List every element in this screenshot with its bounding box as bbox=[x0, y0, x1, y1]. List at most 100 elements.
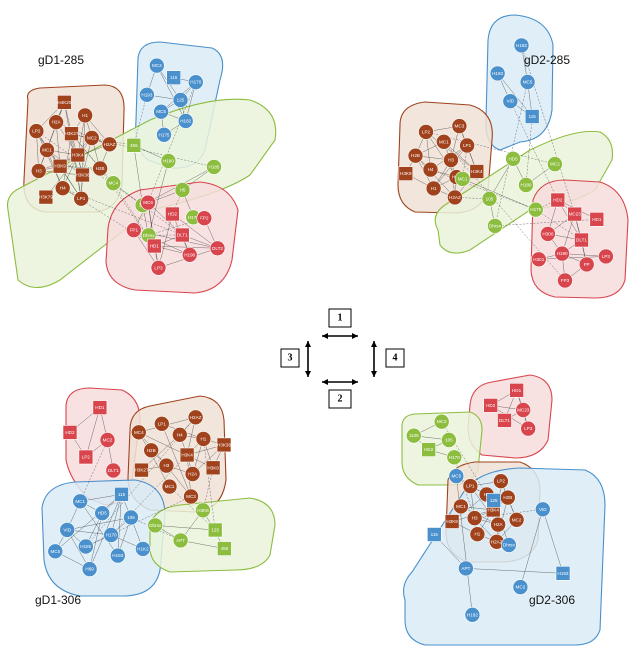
node-square bbox=[444, 514, 460, 529]
node-circle bbox=[435, 134, 452, 150]
node-label: 105 bbox=[445, 438, 453, 443]
network-node: H193 bbox=[555, 565, 571, 581]
network-node: HD5 bbox=[94, 505, 110, 522]
legend-arrowhead-2b bbox=[352, 379, 358, 385]
node-circle bbox=[196, 210, 213, 226]
network-node: H3K36 bbox=[216, 437, 231, 453]
node-circle bbox=[206, 159, 222, 175]
legend-arrowhead-3a bbox=[305, 341, 311, 347]
node-label: 115 bbox=[431, 532, 439, 537]
network-node: H193 bbox=[110, 547, 126, 564]
network-edge bbox=[67, 517, 132, 531]
network-edge bbox=[443, 141, 566, 281]
node-circle bbox=[135, 541, 151, 557]
network-edge bbox=[521, 45, 575, 215]
node-label: H2AZ bbox=[104, 142, 116, 147]
legend-label-2: 2 bbox=[338, 394, 343, 405]
node-label: H3 bbox=[163, 463, 169, 468]
node-label: FP1 bbox=[130, 228, 139, 233]
node-circle bbox=[103, 527, 119, 543]
network-node: HD1 bbox=[147, 238, 162, 254]
panel-title: gD1-285 bbox=[38, 53, 84, 67]
node-label: HD1 bbox=[592, 217, 602, 222]
node-label: MC4 bbox=[134, 430, 144, 435]
network-nodes: MC2 LP2 HD1 DLT1 HD2 H3K4 H3 H4 H2A H2B H1 MC1 LP1 H3… bbox=[47, 400, 232, 577]
node-circle bbox=[123, 509, 139, 526]
node-label: HD2 bbox=[168, 212, 178, 217]
network-edge bbox=[172, 213, 218, 249]
network-node: LP3 bbox=[520, 420, 537, 437]
network-edge bbox=[79, 439, 108, 502]
node-circle bbox=[99, 432, 116, 448]
network-edge bbox=[462, 178, 536, 210]
network-edge bbox=[156, 65, 186, 122]
node-label: H3K27 bbox=[64, 131, 78, 136]
node-label: H180 bbox=[521, 183, 532, 188]
node-label: HD2 bbox=[486, 403, 496, 408]
network-node: LP2 bbox=[28, 123, 45, 139]
node-circle bbox=[446, 449, 463, 466]
node-label: H2B bbox=[411, 153, 420, 158]
node-label: H2B bbox=[503, 495, 512, 500]
network-edge bbox=[158, 213, 173, 268]
node-circle bbox=[458, 560, 474, 577]
node-circle bbox=[519, 74, 536, 90]
network-node: LP1 bbox=[154, 415, 170, 432]
network-node: H4 bbox=[172, 426, 188, 443]
network-node: H3K9 bbox=[205, 460, 221, 476]
network-node: H69 bbox=[81, 561, 98, 577]
node-circle bbox=[451, 118, 468, 134]
network-node: MC1 bbox=[39, 142, 55, 158]
node-circle bbox=[547, 156, 563, 172]
node-circle bbox=[160, 153, 177, 169]
network-node: H3K27 bbox=[64, 126, 79, 141]
network-node: HD1 bbox=[589, 212, 605, 227]
node-label: H1 bbox=[474, 532, 480, 537]
node-label: H1K2 bbox=[137, 546, 149, 551]
network-node: H3K4 bbox=[469, 164, 485, 179]
node-circle bbox=[469, 526, 486, 543]
network-node: 125 bbox=[172, 92, 189, 108]
network-edge bbox=[113, 183, 155, 247]
network-node: FP2 bbox=[196, 210, 213, 226]
network-node: MC3 bbox=[183, 488, 199, 505]
node-circle bbox=[188, 74, 204, 90]
node-label: MC1 bbox=[42, 148, 52, 153]
network-node: MC2 bbox=[512, 579, 529, 595]
node-circle bbox=[54, 180, 71, 196]
node-circle bbox=[156, 127, 172, 143]
node-circle bbox=[466, 510, 483, 526]
node-label: HD2 bbox=[424, 447, 434, 452]
node-square bbox=[57, 95, 72, 110]
node-label: H190 bbox=[184, 252, 195, 257]
network-node: 115 bbox=[524, 109, 540, 124]
node-label: H3K36 bbox=[217, 442, 231, 447]
network-edge bbox=[535, 209, 582, 241]
network-panels: H3K4 H3K9 H3K27 H3K36 MC1 MC2 H4 H2A H2B H3 H1 LP1 L… bbox=[6, 14, 629, 646]
node-label: Dhrsx bbox=[503, 543, 516, 548]
network-node: H1K2 bbox=[135, 541, 151, 557]
network-node: H1 bbox=[77, 107, 93, 124]
node-label: Dhrsx bbox=[489, 223, 502, 228]
node-square bbox=[92, 400, 108, 415]
network-node: HD1 bbox=[92, 400, 108, 415]
network-node: H3K36 bbox=[75, 167, 90, 183]
network-node: H1 bbox=[195, 431, 212, 447]
node-circle bbox=[447, 189, 463, 206]
node-label: VID bbox=[539, 507, 547, 512]
node-label: LP1 bbox=[463, 143, 472, 148]
network-edge bbox=[138, 432, 214, 469]
node-circle bbox=[147, 517, 163, 534]
node-label: Dhrsx bbox=[149, 523, 162, 528]
network-node: MC5 bbox=[448, 468, 465, 484]
network-node: H182 bbox=[464, 606, 481, 623]
network-node: H4 bbox=[422, 161, 439, 178]
node-label: H185 bbox=[209, 164, 220, 169]
node-circle bbox=[454, 171, 471, 187]
network-node: 105 bbox=[123, 509, 139, 526]
node-square bbox=[469, 164, 485, 179]
node-label: H1 bbox=[431, 186, 437, 191]
node-circle bbox=[126, 222, 142, 238]
node-circle bbox=[174, 182, 191, 198]
node-circle bbox=[39, 142, 55, 158]
